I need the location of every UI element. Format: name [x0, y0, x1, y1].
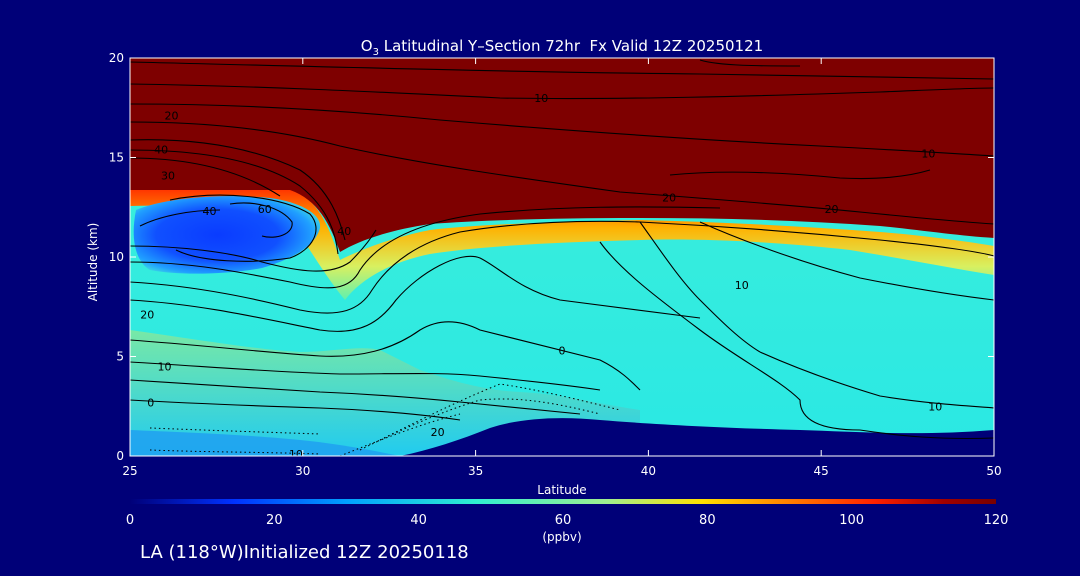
colorbar-tick-label: 80: [699, 513, 716, 528]
x-axis-label: Latitude: [537, 483, 586, 497]
stratosphere-transition-band: [130, 188, 994, 300]
colorbar-tick-label: 120: [984, 513, 1009, 528]
contour-label: 60: [258, 203, 272, 216]
colorbar-unit: (ppbv): [542, 530, 581, 544]
x-tick-label: 35: [468, 464, 483, 478]
chart-title: O3 Latitudinal Y–Section 72hr Fx Valid 1…: [361, 37, 763, 58]
y-tick-label: 10: [109, 250, 124, 264]
contour-label: 10: [158, 360, 172, 373]
contour-label: 20: [825, 203, 839, 216]
contour-label: 20: [431, 426, 445, 439]
x-tick-label: 40: [641, 464, 656, 478]
x-axis-ticks: 25 30 35 40 45 50: [122, 58, 1002, 478]
contour-label: 40: [337, 225, 351, 238]
plot-area: 10 20 40 30 40 60 40 10 20 20 10 20 0 10 0 10 20 10: [130, 58, 994, 461]
stratosphere-high-ozone: [130, 58, 994, 252]
y-axis-ticks: 0 5 10 15 20: [109, 51, 994, 463]
y-tick-label: 5: [116, 350, 124, 364]
colorbar-ticks: 0 20 40 60 80 100 120: [126, 513, 1009, 528]
contour-label: 10: [735, 279, 749, 292]
dashed-contours: [149, 383, 621, 456]
y-axis-label: Altitude (km): [86, 223, 100, 302]
colorbar-tick-label: 40: [410, 513, 427, 528]
contour-label: 40: [202, 205, 216, 218]
colorbar-tick-label: 0: [126, 513, 134, 528]
contour-labels: 10 20 40 30 40 60 40 10 20 20 10 20 0 10 0 10 20 10: [140, 92, 942, 461]
contour-label: 0: [559, 345, 566, 358]
x-tick-label: 25: [122, 464, 137, 478]
contour-lines: [130, 59, 994, 440]
contour-label: 20: [164, 110, 178, 123]
x-tick-label: 30: [295, 464, 310, 478]
figure-caption: LA (118°W)Initialized 12Z 20250118: [140, 542, 469, 563]
colorbar-tick-label: 100: [839, 513, 864, 528]
y-tick-label: 15: [109, 151, 124, 165]
y-tick-label: 20: [109, 51, 124, 65]
colorbar-tick-label: 60: [555, 513, 572, 528]
y-tick-label: 0: [116, 449, 124, 463]
colorbar-tick-label: 20: [266, 513, 283, 528]
surface-low-ozone: [130, 418, 994, 456]
contour-label: 40: [154, 144, 168, 157]
contour-label: 10: [928, 400, 942, 413]
lower-left-blue-field: [130, 430, 400, 456]
contour-label: 30: [161, 169, 175, 182]
contour-label: 10: [534, 92, 548, 105]
x-tick-label: 50: [986, 464, 1001, 478]
low-ozone-pocket: [133, 196, 321, 274]
x-tick-label: 45: [814, 464, 829, 478]
contour-label: 0: [147, 396, 154, 409]
contour-label: 20: [662, 191, 676, 204]
contour-label: 10: [921, 148, 935, 161]
contour-label: 10: [289, 448, 303, 461]
colorbar: [130, 499, 996, 504]
contour-label: 20: [140, 309, 154, 322]
